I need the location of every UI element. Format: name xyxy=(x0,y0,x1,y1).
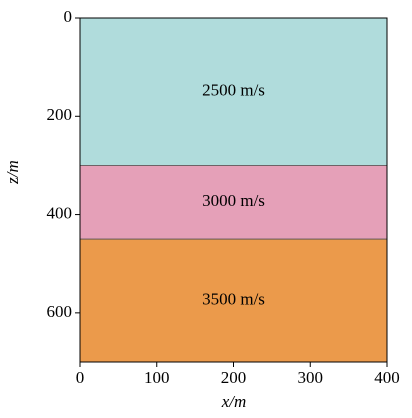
x-axis-label: x/m xyxy=(221,392,247,411)
layer-label: 3000 m/s xyxy=(202,191,265,210)
layer xyxy=(79,17,388,166)
x-tick-label: 0 xyxy=(76,368,85,387)
layer xyxy=(79,238,388,363)
layer-label: 2500 m/s xyxy=(202,81,265,100)
y-axis-label: z/m xyxy=(3,160,22,185)
layer xyxy=(79,165,388,240)
y-tick-label: 600 xyxy=(47,302,73,321)
y-tick-label: 0 xyxy=(64,7,73,26)
y-tick-label: 400 xyxy=(47,203,73,222)
x-tick-label: 100 xyxy=(144,368,170,387)
x-tick-label: 300 xyxy=(298,368,324,387)
x-tick-label: 400 xyxy=(374,368,400,387)
layer-label: 3500 m/s xyxy=(202,289,265,308)
x-tick-label: 200 xyxy=(221,368,247,387)
y-tick-label: 200 xyxy=(47,105,73,124)
